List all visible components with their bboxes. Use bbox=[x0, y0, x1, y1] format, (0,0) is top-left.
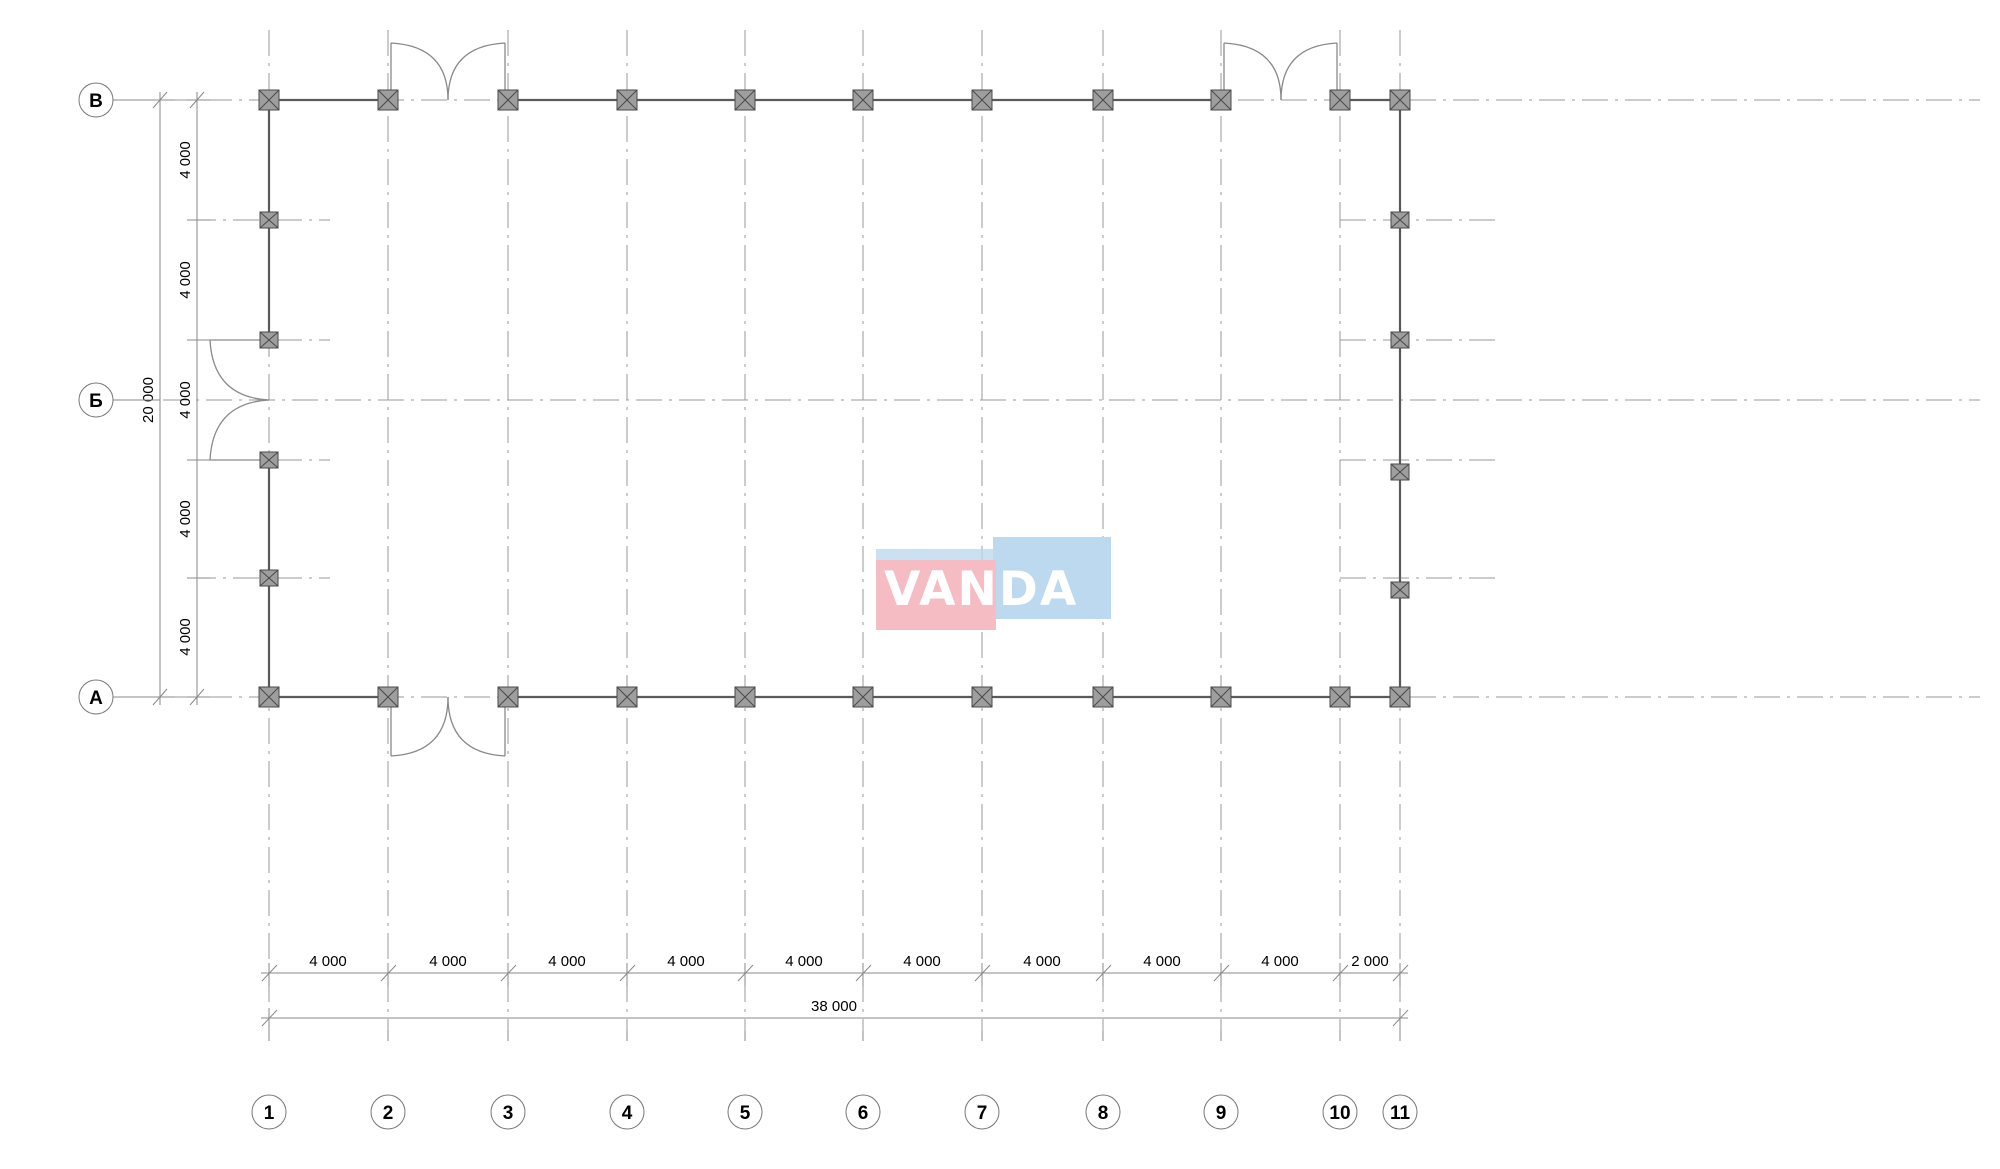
axis-bubble-h-6[interactable] bbox=[964, 1094, 1000, 1130]
axis-bubble-h-label-5: 6 bbox=[858, 1103, 869, 1124]
horizontal-dimension-chain bbox=[261, 963, 1409, 1031]
axis-bubble-h-label-0: 1 bbox=[264, 1103, 275, 1124]
vdim-4: 4 000 bbox=[177, 500, 194, 538]
grid-lines bbox=[120, 30, 1980, 1040]
hdim-4: 4 000 bbox=[667, 953, 705, 970]
axis-bubble-h-label-8: 9 bbox=[1216, 1103, 1227, 1124]
vdim-5: 4 000 bbox=[177, 618, 194, 656]
axis-bubble-v-label-0: В bbox=[89, 91, 103, 112]
axis-bubble-h-label-4: 5 bbox=[740, 1103, 751, 1124]
vdim-2: 4 000 bbox=[177, 261, 194, 299]
door-left-wall bbox=[209, 339, 270, 461]
columns bbox=[258, 89, 1411, 708]
axis-bubble-v-label-2: А bbox=[89, 688, 103, 709]
axis-bubble-h-1[interactable] bbox=[370, 1094, 406, 1130]
vdim-3: 4 000 bbox=[177, 381, 194, 419]
hdim-9: 4 000 bbox=[1261, 953, 1299, 970]
hdim-total: 38 000 bbox=[811, 998, 857, 1015]
axis-bubble-h-8[interactable] bbox=[1203, 1094, 1239, 1130]
axis-bubble-v-0[interactable] bbox=[78, 82, 114, 118]
building-walls bbox=[267, 98, 1402, 699]
hdim-6: 4 000 bbox=[903, 953, 941, 970]
vertical-axis-bubbles: В Б А bbox=[78, 82, 160, 715]
axis-bubble-v-1[interactable] bbox=[78, 382, 114, 418]
vdim-1: 4 000 bbox=[177, 141, 194, 179]
axis-bubble-h-0[interactable] bbox=[251, 1094, 287, 1130]
axis-bubble-h-2[interactable] bbox=[490, 1094, 526, 1130]
horizontal-axis-bubbles: 1 2 3 4 5 6 7 8 9 10 11 bbox=[251, 1031, 1418, 1130]
axis-bubble-v-2[interactable] bbox=[78, 679, 114, 715]
axis-bubble-h-label-6: 7 bbox=[977, 1103, 988, 1124]
axis-bubble-h-label-3: 4 bbox=[622, 1103, 633, 1124]
axis-bubble-h-label-2: 3 bbox=[503, 1103, 514, 1124]
axis-bubble-h-7[interactable] bbox=[1085, 1094, 1121, 1130]
axis-bubble-v-label-1: Б bbox=[89, 391, 103, 412]
axis-bubble-h-3[interactable] bbox=[609, 1094, 645, 1130]
door-top-right bbox=[1223, 42, 1338, 101]
hdim-3: 4 000 bbox=[548, 953, 586, 970]
watermark-label: VANDA bbox=[884, 562, 1079, 617]
axis-bubble-h-4[interactable] bbox=[727, 1094, 763, 1130]
axis-bubble-h-label-9: 10 bbox=[1329, 1103, 1350, 1124]
axis-bubble-h-label-7: 8 bbox=[1098, 1103, 1109, 1124]
hdim-5: 4 000 bbox=[785, 953, 823, 970]
axis-bubble-h-label-1: 2 bbox=[383, 1103, 394, 1124]
horizontal-dimension-labels: 4 000 4 000 4 000 4 000 4 000 4 000 4 00… bbox=[309, 953, 1389, 1015]
hdim-1: 4 000 bbox=[309, 953, 347, 970]
door-top-left bbox=[390, 42, 506, 101]
door-bottom-wall bbox=[390, 696, 506, 757]
axis-bubble-h-label-10: 11 bbox=[1390, 1103, 1411, 1124]
axis-bubble-h-9[interactable] bbox=[1322, 1094, 1358, 1130]
axis-bubble-h-10[interactable] bbox=[1382, 1094, 1418, 1130]
vertical-dimension-chain bbox=[150, 91, 210, 706]
axis-bubble-h-5[interactable] bbox=[845, 1094, 881, 1130]
vertical-dimension-labels: 4 000 4 000 4 000 4 000 4 000 20 000 bbox=[140, 141, 194, 656]
hdim-2: 4 000 bbox=[429, 953, 467, 970]
hdim-10: 2 000 bbox=[1351, 953, 1389, 970]
hdim-8: 4 000 bbox=[1143, 953, 1181, 970]
hdim-7: 4 000 bbox=[1023, 953, 1061, 970]
